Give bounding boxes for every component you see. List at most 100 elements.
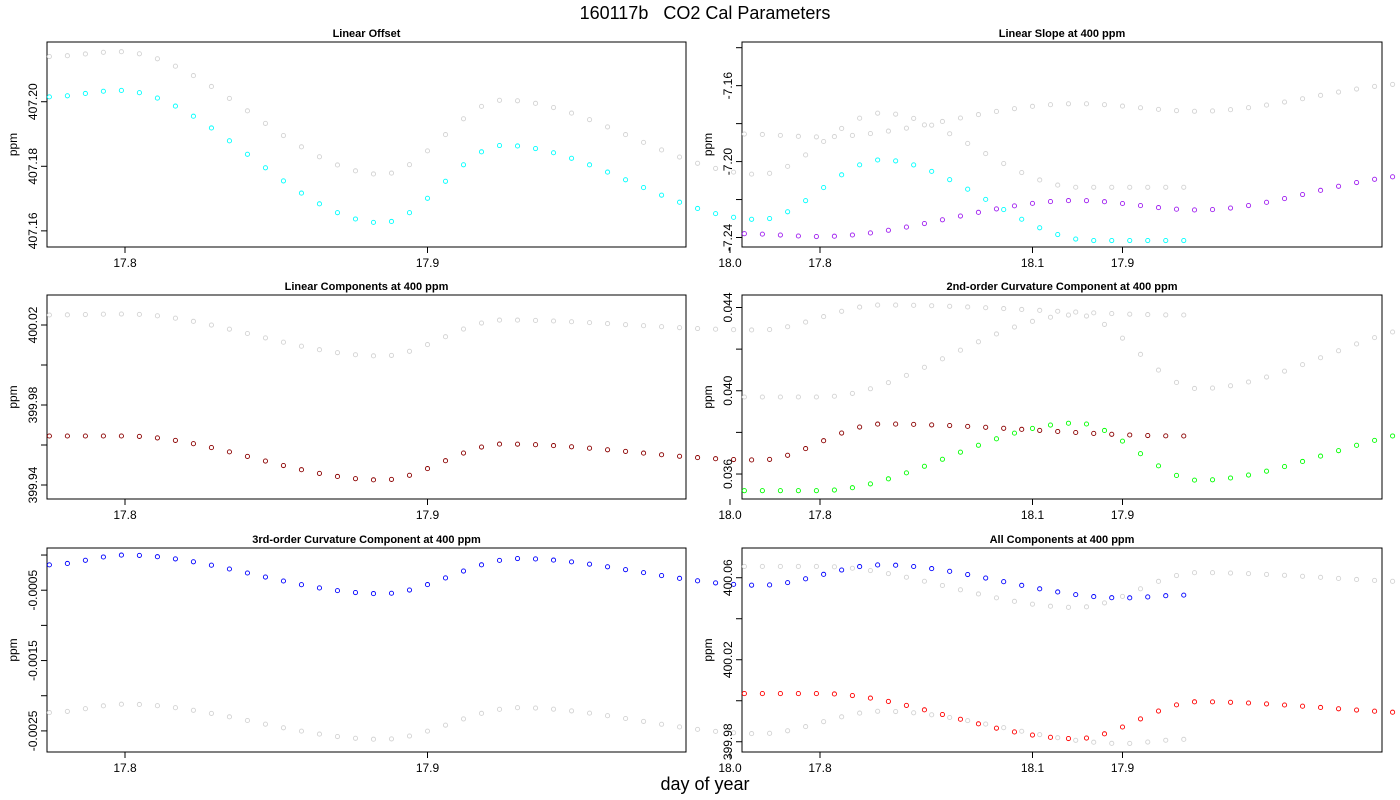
- data-point: [867, 695, 873, 701]
- data-point: [965, 140, 971, 146]
- data-point: [659, 192, 665, 198]
- data-point: [82, 311, 88, 318]
- y-axis-label: ppm: [6, 638, 20, 661]
- data-point: [280, 339, 287, 345]
- data-point: [921, 364, 927, 370]
- data-point: [118, 49, 124, 55]
- plot-frame: [46, 547, 687, 753]
- data-point: [759, 131, 765, 138]
- data-point: [1101, 600, 1108, 606]
- data-point: [352, 352, 359, 358]
- data-point: [975, 339, 982, 345]
- data-point: [893, 562, 899, 568]
- data-point: [442, 132, 449, 138]
- data-point: [857, 162, 863, 168]
- data-point: [1011, 598, 1018, 604]
- data-point: [875, 562, 881, 568]
- data-point: [424, 582, 431, 588]
- data-point: [767, 730, 773, 736]
- data-point: [911, 162, 917, 168]
- data-point: [731, 214, 737, 220]
- data-point: [741, 394, 747, 400]
- data-point: [424, 148, 431, 154]
- data-point: [388, 590, 395, 596]
- data-point: [244, 330, 250, 337]
- data-point: [947, 568, 953, 574]
- data-point: [1318, 453, 1324, 459]
- data-point: [1209, 207, 1216, 213]
- data-point: [659, 721, 665, 727]
- data-point: [893, 158, 899, 164]
- data-point: [993, 108, 1000, 114]
- data-point: [190, 73, 196, 79]
- data-point: [1354, 86, 1360, 92]
- data-point: [226, 326, 232, 332]
- data-point: [929, 303, 935, 309]
- data-point: [695, 160, 701, 166]
- data-point: [1390, 174, 1396, 180]
- data-point: [569, 708, 575, 714]
- data-point: [514, 317, 521, 323]
- data-point: [1065, 101, 1072, 107]
- x-tick-label: 17.8: [808, 508, 832, 522]
- data-point: [1083, 101, 1090, 107]
- data-point: [731, 169, 737, 175]
- data-point: [64, 708, 70, 714]
- data-point: [1173, 472, 1180, 478]
- data-point: [100, 49, 106, 55]
- data-point: [1336, 448, 1342, 454]
- data-point: [550, 150, 557, 156]
- data-point: [496, 142, 503, 149]
- data-point: [821, 571, 827, 577]
- data-point: [1227, 475, 1234, 481]
- data-point: [1091, 237, 1097, 244]
- data-point: [316, 470, 323, 476]
- data-point: [226, 138, 232, 144]
- data-point: [1354, 442, 1360, 448]
- data-point: [1119, 724, 1126, 730]
- data-point: [1209, 385, 1216, 391]
- data-point: [695, 325, 701, 332]
- data-point: [623, 715, 629, 722]
- data-point: [1019, 216, 1025, 222]
- data-point: [1109, 237, 1115, 244]
- data-point: [460, 716, 467, 722]
- data-point: [172, 705, 178, 711]
- data-point: [154, 56, 160, 62]
- data-point: [965, 718, 971, 724]
- data-point: [406, 472, 413, 478]
- data-point: [731, 730, 737, 736]
- data-point: [939, 711, 945, 718]
- data-point: [1073, 737, 1079, 743]
- data-point: [316, 585, 323, 591]
- data-point: [460, 162, 467, 168]
- chart-panel-4: 2nd-order Curvature Component at 400 ppm…: [701, 281, 1396, 522]
- data-point: [1227, 383, 1234, 389]
- data-point: [442, 575, 449, 581]
- data-point: [1001, 306, 1007, 312]
- data-point: [1191, 570, 1198, 576]
- data-point: [785, 324, 791, 330]
- x-tick-label: 17.9: [1111, 256, 1135, 270]
- data-point: [514, 98, 521, 104]
- data-point: [921, 578, 927, 584]
- data-point: [641, 718, 647, 724]
- data-point: [118, 87, 124, 94]
- data-point: [370, 736, 377, 742]
- data-point: [957, 587, 964, 593]
- data-point: [831, 691, 837, 697]
- data-point: [975, 209, 982, 215]
- data-point: [803, 319, 809, 325]
- data-point: [1181, 184, 1187, 190]
- y-tick-label: 399.94: [26, 466, 40, 503]
- data-point: [244, 570, 250, 576]
- data-point: [1055, 308, 1061, 314]
- data-point: [1127, 311, 1133, 317]
- data-point: [885, 227, 891, 233]
- data-point: [1029, 601, 1036, 607]
- data-point: [659, 147, 665, 153]
- data-point: [1083, 313, 1090, 319]
- data-point: [993, 206, 1000, 212]
- data-point: [172, 437, 178, 443]
- x-tick-label: 18.0: [718, 508, 742, 522]
